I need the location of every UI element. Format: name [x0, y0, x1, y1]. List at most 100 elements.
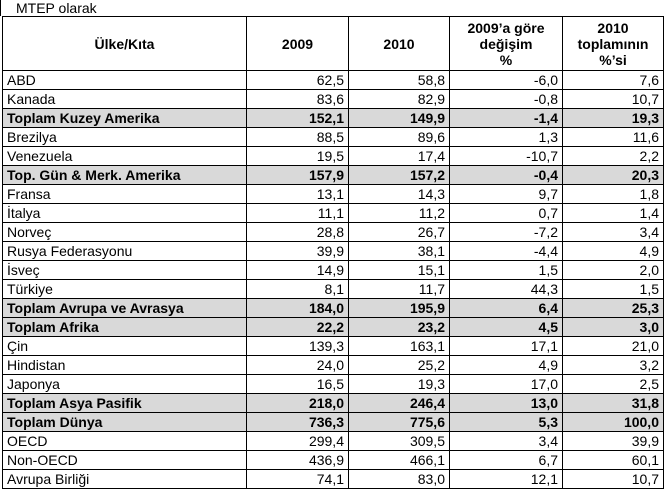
cell-change: 17,1	[449, 336, 563, 356]
cell-change: 1,3	[449, 127, 563, 147]
cell-2010: 466,1	[348, 450, 450, 470]
cell-country: Fransa	[2, 184, 247, 204]
cell-country: Toplam Avrupa ve Avrasya	[2, 298, 247, 318]
cell-country: Venezuela	[2, 146, 247, 166]
cell-2009: 24,0	[246, 355, 349, 375]
cell-2010: 163,1	[348, 336, 450, 356]
cell-share: 7,6	[562, 70, 664, 90]
header-share-line-1: 2010	[597, 19, 629, 36]
cell-change: 4,5	[449, 317, 563, 337]
cell-share: 100,0	[562, 412, 664, 432]
table-row: Venezuela 19,5 17,4 -10,7 2,2	[2, 146, 664, 166]
cell-share: 10,7	[562, 89, 664, 109]
cell-country: Toplam Asya Pasifik	[2, 393, 247, 413]
cell-change: 1,5	[449, 260, 563, 280]
cell-change: 17,0	[449, 374, 563, 394]
cell-country: İtalya	[2, 203, 247, 223]
cell-2010: 149,9	[348, 108, 450, 128]
cell-country: Rusya Federasyonu	[2, 241, 247, 261]
cell-2010: 26,7	[348, 222, 450, 242]
table-row: Hindistan 24,0 25,2 4,9 3,2	[2, 355, 664, 375]
cell-change: 3,4	[449, 431, 563, 451]
cell-change: -10,7	[449, 146, 563, 166]
cell-share: 25,3	[562, 298, 664, 318]
energy-table: Ülke/Kıta 2009 2010 2009’a göre değişim …	[2, 16, 664, 489]
cell-2010: 15,1	[348, 260, 450, 280]
table-row: Türkiye 8,1 11,7 44,3 1,5	[2, 279, 664, 299]
header-change-line-2: değişim	[479, 35, 533, 52]
cell-change: -6,0	[449, 70, 563, 90]
cell-2009: 74,1	[246, 469, 349, 489]
cell-country: Kanada	[2, 89, 247, 109]
cell-share: 4,9	[562, 241, 664, 261]
cell-2010: 157,2	[348, 165, 450, 185]
cell-2009: 88,5	[246, 127, 349, 147]
cell-share: 60,1	[562, 450, 664, 470]
cell-change: 13,0	[449, 393, 563, 413]
cell-share: 21,0	[562, 336, 664, 356]
cell-2010: 195,9	[348, 298, 450, 318]
cell-share: 3,0	[562, 317, 664, 337]
cell-2009: 157,9	[246, 165, 349, 185]
cell-share: 3,4	[562, 222, 664, 242]
table-row: Non-OECD 436,9 466,1 6,7 60,1	[2, 450, 664, 470]
cell-country: Avrupa Birliği	[2, 469, 247, 489]
cell-change: -4,4	[449, 241, 563, 261]
cell-share: 2,0	[562, 260, 664, 280]
cell-country: Toplam Afrika	[2, 317, 247, 337]
cell-share: 2,5	[562, 374, 664, 394]
cell-country: Hindistan	[2, 355, 247, 375]
cell-2010: 11,7	[348, 279, 450, 299]
header-change: 2009’a göre değişim %	[449, 16, 563, 71]
table-total-row: Toplam Dünya 736,3 775,6 5,3 100,0	[2, 412, 664, 432]
cell-2009: 11,1	[246, 203, 349, 223]
header-change-line-1: 2009’a göre	[467, 19, 545, 36]
cell-change: 12,1	[449, 469, 563, 489]
cell-2010: 775,6	[348, 412, 450, 432]
header-share-line-3: %’si	[599, 51, 627, 68]
cell-2009: 28,8	[246, 222, 349, 242]
cell-country: Türkiye	[2, 279, 247, 299]
table-row: Avrupa Birliği 74,1 83,0 12,1 10,7	[2, 469, 664, 489]
cell-2010: 309,5	[348, 431, 450, 451]
cell-2009: 152,1	[246, 108, 349, 128]
cell-share: 10,7	[562, 469, 664, 489]
table-row: İtalya 11,1 11,2 0,7 1,4	[2, 203, 664, 223]
cell-2010: 11,2	[348, 203, 450, 223]
cell-change: 6,4	[449, 298, 563, 318]
table-row: İsveç 14,9 15,1 1,5 2,0	[2, 260, 664, 280]
cell-share: 1,8	[562, 184, 664, 204]
cell-2010: 19,3	[348, 374, 450, 394]
cell-country: Top. Gün & Merk. Amerika	[2, 165, 247, 185]
cell-2010: 58,8	[348, 70, 450, 90]
cell-change: 4,9	[449, 355, 563, 375]
cell-change: -7,2	[449, 222, 563, 242]
table-total-row: Toplam Avrupa ve Avrasya 184,0 195,9 6,4 25,…	[2, 298, 664, 318]
cell-change: -0,8	[449, 89, 563, 109]
cell-2010: 17,4	[348, 146, 450, 166]
cell-2009: 139,3	[246, 336, 349, 356]
cell-2009: 16,5	[246, 374, 349, 394]
header-change-line-3: %	[499, 51, 513, 68]
cell-share: 19,3	[562, 108, 664, 128]
cell-country: Norveç	[2, 222, 247, 242]
cell-country: Toplam Dünya	[2, 412, 247, 432]
header-share-line-2: toplamının	[577, 35, 649, 52]
cell-share: 1,4	[562, 203, 664, 223]
cell-2009: 22,2	[246, 317, 349, 337]
header-share: 2010 toplamının %’si	[562, 16, 664, 71]
cell-share: 31,8	[562, 393, 664, 413]
cell-2010: 23,2	[348, 317, 450, 337]
table-row: OECD 299,4 309,5 3,4 39,9	[2, 431, 664, 451]
cell-country: Çin	[2, 336, 247, 356]
cell-2009: 13,1	[246, 184, 349, 204]
header-country: Ülke/Kıta	[2, 16, 247, 71]
caption-marker	[0, 0, 6, 16]
cell-2009: 436,9	[246, 450, 349, 470]
cell-2009: 736,3	[246, 412, 349, 432]
cell-country: ABD	[2, 70, 247, 90]
cell-change: -1,4	[449, 108, 563, 128]
cell-2009: 299,4	[246, 431, 349, 451]
table-row: Kanada 83,6 82,9 -0,8 10,7	[2, 89, 664, 109]
cell-share: 20,3	[562, 165, 664, 185]
